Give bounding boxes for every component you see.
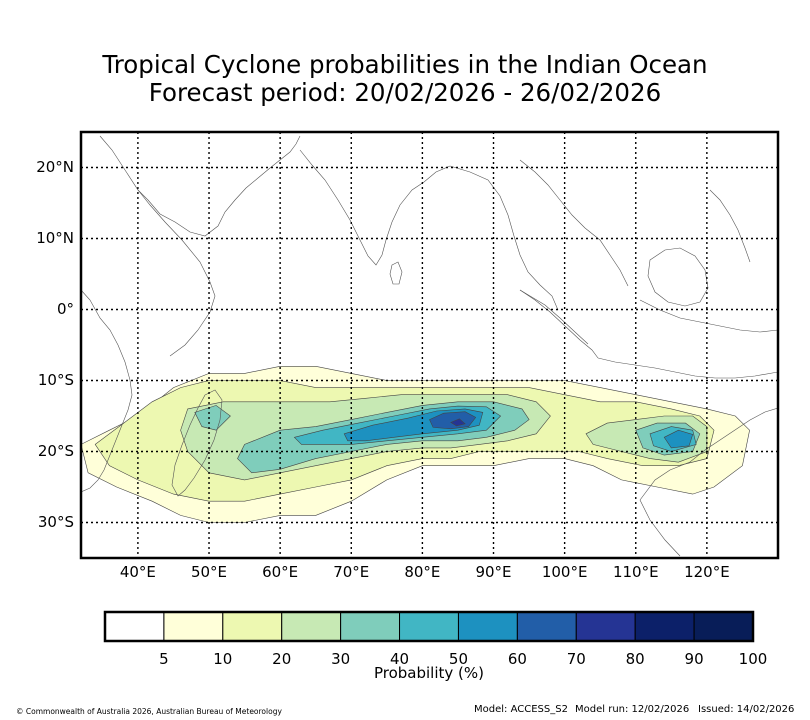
longitude-label: 110°E <box>612 563 659 581</box>
issued-date: Issued: 14/02/2026 <box>698 704 795 715</box>
latitude-label: 20°N <box>36 157 74 176</box>
colorbar-swatch <box>222 611 283 642</box>
model-run-date: Model run: 12/02/2026 <box>575 704 690 715</box>
colorbar-tick-label: 90 <box>684 650 704 668</box>
latitude-label: 20°S <box>37 441 74 460</box>
colorbar-swatch <box>281 611 342 642</box>
copyright-notice: © Commonwealth of Australia 2026, Austra… <box>16 707 282 716</box>
colorbar-label: Probability (%) <box>373 664 485 682</box>
longitude-label: 100°E <box>541 563 588 581</box>
longitude-label: 70°E <box>333 563 370 581</box>
latitude-label: 0° <box>56 299 74 318</box>
coastlines <box>81 135 778 557</box>
colorbar-tick-label: 20 <box>272 650 292 668</box>
colorbar-swatch <box>457 611 518 642</box>
colorbar-tick-label: 70 <box>566 650 586 668</box>
longitude-label: 120°E <box>684 563 730 581</box>
colorbar-tick-label: 30 <box>331 650 351 668</box>
probability-contours <box>81 365 750 523</box>
probability-region-70-12 <box>450 418 466 427</box>
colorbar-tick-label: 50 <box>448 650 468 668</box>
colorbar-swatch <box>634 611 695 642</box>
colorbar-swatch <box>104 611 165 642</box>
latitude-label: 10°S <box>37 370 74 389</box>
graticule <box>81 132 778 558</box>
colorbar-swatch <box>163 611 224 642</box>
map-frame <box>79 130 780 560</box>
colorbar-swatch <box>693 611 754 642</box>
longitude-label: 80°E <box>404 563 441 581</box>
colorbar-tick-label: 80 <box>625 650 645 668</box>
longitude-label: 60°E <box>262 563 299 581</box>
latitude-label: 30°S <box>37 512 74 531</box>
colorbar-tick-label: 100 <box>738 650 768 668</box>
colorbar-swatch <box>575 611 636 642</box>
colorbar-tick-label: 5 <box>159 650 169 668</box>
probability-region-60-11 <box>429 411 477 430</box>
colorbar-tick-label: 10 <box>213 650 233 668</box>
probability-region-50-10 <box>663 429 694 449</box>
longitude-label: 40°E <box>119 563 156 581</box>
probability-region-30-5 <box>194 405 231 431</box>
map-title-line2: Forecast period: 20/02/2026 - 26/02/2026 <box>148 78 662 107</box>
colorbar-tick-label: 40 <box>389 650 410 668</box>
colorbar-swatch <box>340 611 401 642</box>
map-title-line1: Tropical Cyclone probabilities in the In… <box>102 50 708 79</box>
colorbar-swatch <box>516 611 577 642</box>
latitude-label: 10°N <box>36 228 74 247</box>
longitude-label: 90°E <box>475 563 512 581</box>
longitude-label: 50°E <box>190 563 228 581</box>
colorbar-tick-label: 60 <box>507 650 527 668</box>
colorbar-swatch <box>399 611 459 642</box>
colorbar-frame <box>103 610 755 643</box>
model-name: Model: ACCESS_S2 <box>474 704 568 715</box>
